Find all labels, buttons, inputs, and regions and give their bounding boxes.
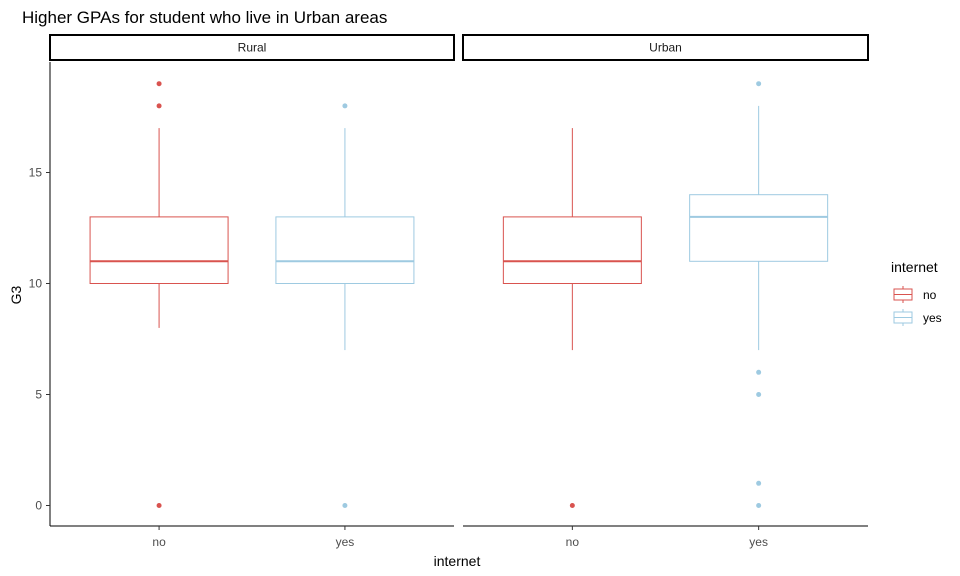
outlier-point [756,480,762,486]
x-tick-label: no [566,535,580,549]
box-urban-yes [689,81,829,508]
chart-title: Higher GPAs for student who live in Urba… [22,8,387,27]
x-axis-title: internet [434,553,481,569]
outlier-point [342,103,348,109]
legend-label-yes: yes [923,311,942,325]
outlier-point [756,369,762,375]
legend-title: internet [891,259,938,275]
box-iqr [689,194,829,262]
y-tick-label: 15 [29,166,43,180]
y-tick-label: 0 [35,499,42,513]
legend-key-yes [893,309,913,326]
x-tick-label: yes [336,535,355,549]
box-rural-no [89,81,229,508]
outlier-point [569,503,575,508]
y-axis-title: G3 [8,285,24,304]
legend: internet no yes [891,259,942,326]
box-iqr [502,216,642,284]
y-tick-label: 10 [29,277,43,291]
outlier-point [156,503,162,508]
box-urban-no [502,128,642,508]
facet-label: Urban [649,41,682,55]
legend-key-no [893,286,913,303]
x-tick-label: no [152,535,166,549]
x-tick-label: yes [749,535,768,549]
outlier-point [756,392,762,397]
facet-label: Rural [238,41,267,55]
box-iqr [89,216,229,284]
facet-strip [462,34,869,61]
outlier-point [756,81,762,87]
box-iqr [275,216,415,284]
outlier-point [756,503,762,508]
outlier-point [342,503,348,508]
outlier-point [156,103,162,109]
legend-label-no: no [923,288,937,302]
box-rural-yes [275,103,415,508]
facet-panels: 0 5 10 15 Rural no yes Urban no yes [29,34,869,549]
facet-strip [49,34,455,61]
y-tick-label: 5 [35,388,42,402]
outlier-point [156,81,162,87]
